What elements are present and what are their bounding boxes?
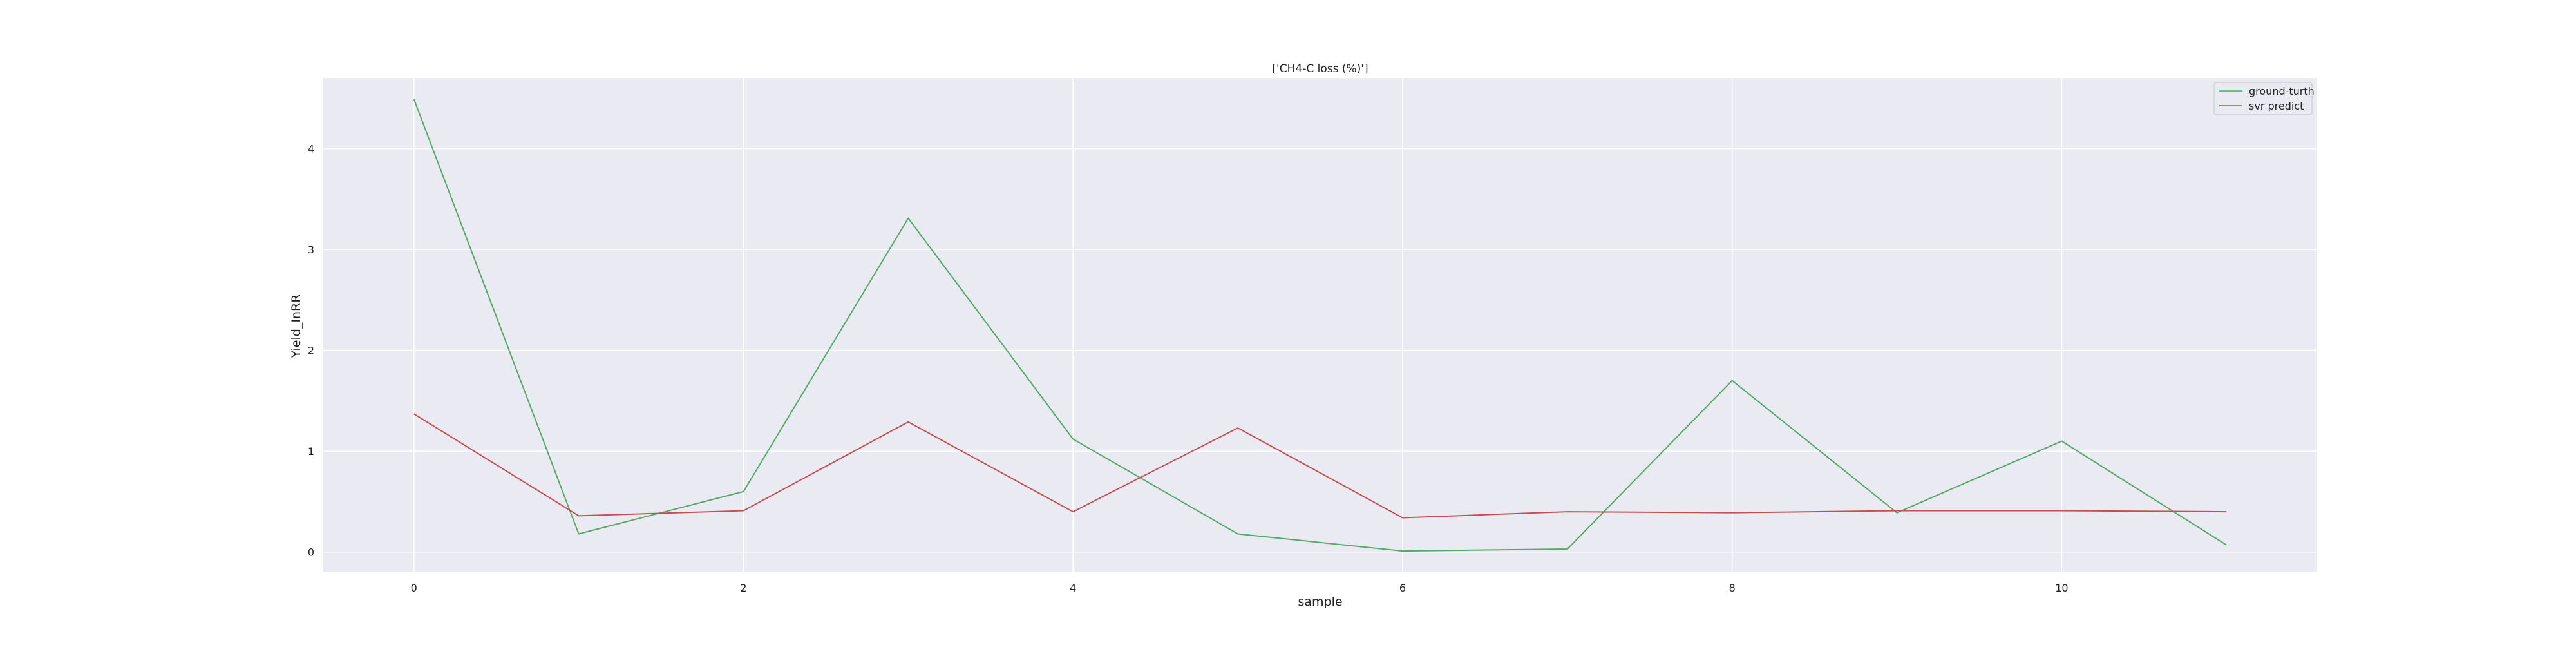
legend-label-svr-predict: svr predict	[2249, 100, 2304, 112]
y-tick-label: 2	[308, 345, 314, 357]
x-axis-label: sample	[1298, 595, 1342, 609]
x-tick-label: 4	[1070, 582, 1076, 594]
y-tick-label: 4	[308, 143, 314, 155]
series-line-ground-turth	[413, 99, 2227, 552]
y-tick-label: 0	[308, 546, 314, 559]
series-lines	[413, 99, 2227, 552]
legend-label-ground-turth: ground-turth	[2249, 85, 2315, 97]
series-line-svr-predict	[413, 413, 2227, 519]
legend: ground-turth svr predict	[2213, 82, 2315, 115]
plot-area	[323, 78, 2317, 572]
x-tick-label: 10	[2055, 582, 2068, 594]
grid-lines	[323, 78, 2317, 572]
x-tick-label: 8	[1729, 582, 1736, 594]
y-axis-label: Yield_InRR	[289, 295, 303, 359]
y-tick-label: 3	[308, 244, 314, 256]
x-tick-label: 6	[1399, 582, 1406, 594]
x-tick-label: 2	[740, 582, 746, 594]
x-tick-label: 0	[411, 582, 417, 594]
tick-labels: 0 2 4 6 8 10 0 1 2 3 4	[308, 143, 2069, 594]
y-tick-label: 1	[308, 445, 314, 458]
chart-title: ['CH4-C loss (%)']	[1272, 63, 1368, 75]
